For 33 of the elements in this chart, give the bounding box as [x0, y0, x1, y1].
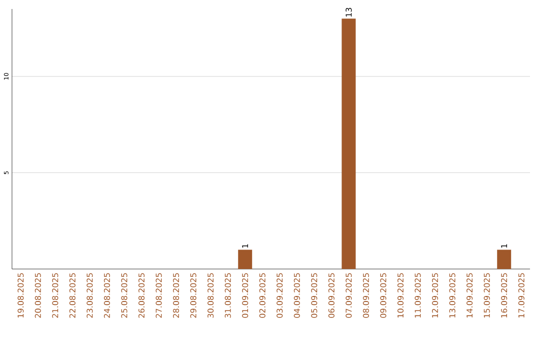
x-tick-label: 10.09.2025: [397, 273, 404, 318]
x-tick-label: 30.08.2025: [208, 273, 214, 318]
x-tick-label: 15.09.2025: [484, 273, 490, 318]
x-tick-label: 24.08.2025: [104, 273, 110, 318]
x-tick-label: 28.08.2025: [173, 273, 180, 318]
x-tick-label: 03.09.2025: [276, 273, 283, 318]
x-tick-label: 31.08.2025: [224, 273, 231, 318]
x-tick-label: 04.09.2025: [294, 273, 300, 318]
x-tick-label: 21.08.2025: [52, 273, 58, 318]
x-tick-label: 08.09.2025: [362, 273, 369, 318]
x-tick-label: 19.08.2025: [18, 273, 24, 318]
x-tick-label: 02.09.2025: [259, 273, 266, 318]
x-tick-label: 06.09.2025: [328, 273, 334, 318]
x-tick-label: 20.08.2025: [34, 273, 41, 318]
x-tick-label: 25.08.2025: [121, 273, 128, 318]
x-tick-label: 07.09.2025: [346, 273, 352, 318]
x-tick-label: 13.09.2025: [449, 273, 456, 318]
x-tick-label: 27.08.2025: [156, 273, 162, 318]
data-label: 1: [242, 244, 248, 248]
x-tick-label: 22.08.2025: [69, 273, 76, 318]
x-tick-label: 17.09.2025: [518, 273, 524, 318]
data-label: 13: [346, 8, 352, 17]
data-label: 1: [501, 244, 508, 248]
x-tick-label: 16.09.2025: [501, 273, 508, 318]
x-tick-label: 11.09.2025: [414, 273, 421, 318]
x-tick-label: 26.08.2025: [138, 273, 145, 318]
x-tick-label: 01.09.2025: [242, 273, 248, 318]
x-tick-label: 09.09.2025: [380, 273, 386, 318]
x-tick-label: 05.09.2025: [311, 273, 318, 318]
x-tick-label: 12.09.2025: [432, 273, 438, 318]
x-tick-label: 23.08.2025: [86, 273, 93, 318]
x-tick-label: 29.08.2025: [190, 273, 196, 318]
x-tick-label: 14.09.2025: [466, 273, 473, 318]
